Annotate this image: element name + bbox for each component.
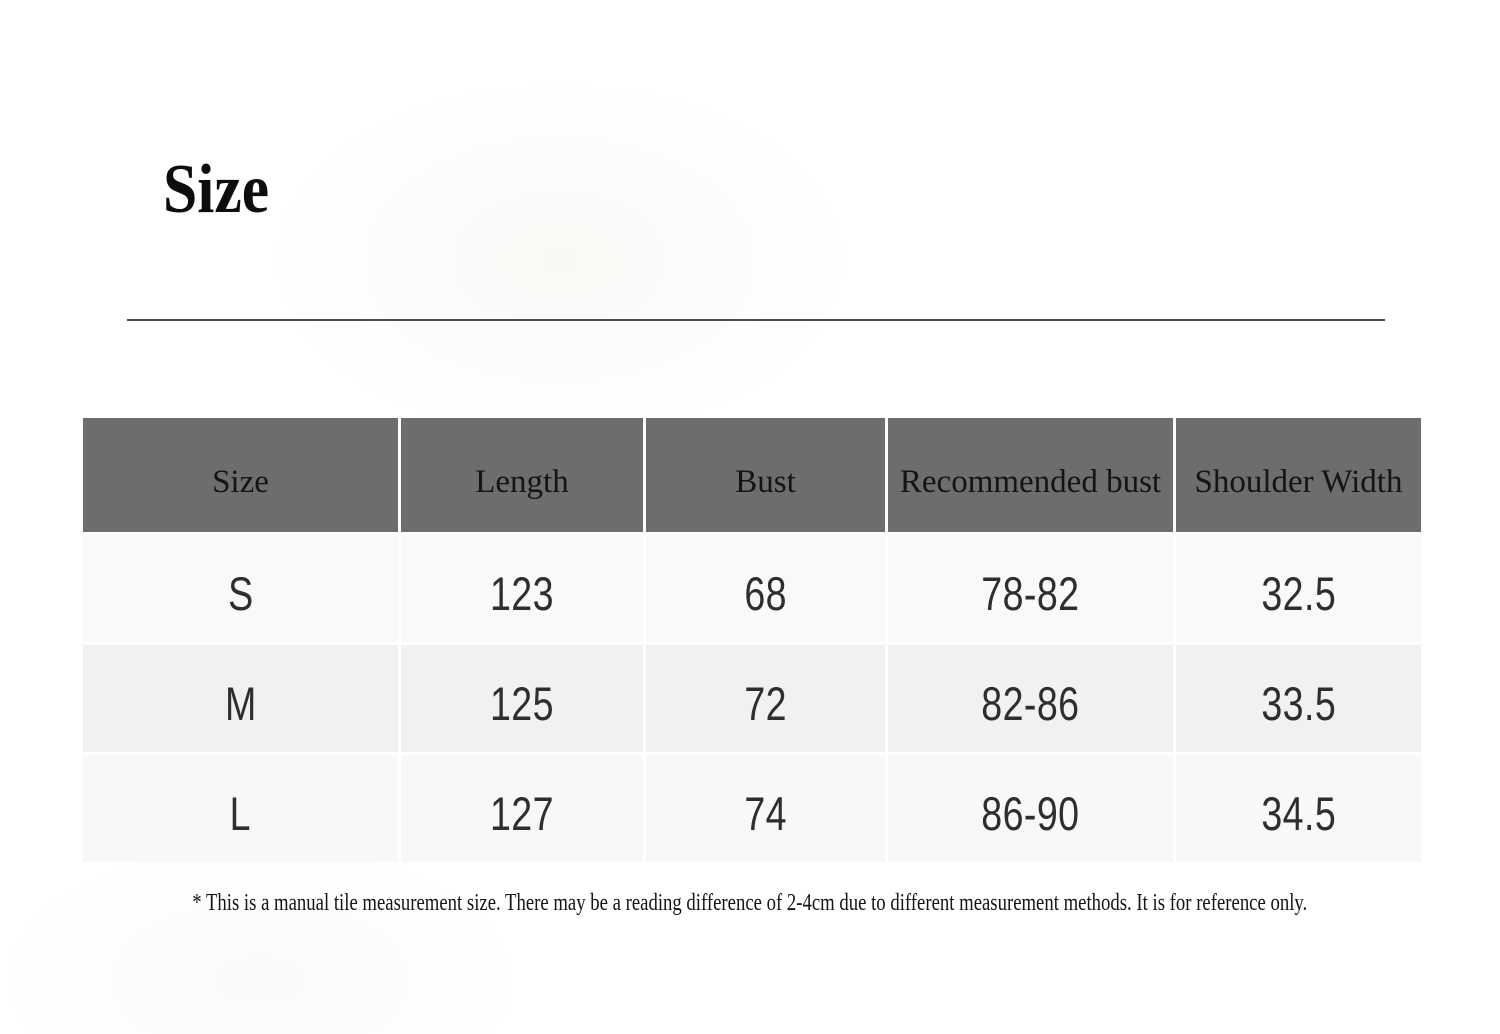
column-header-recommended-bust-label: Recommended bust — [899, 463, 1162, 500]
page-title-text: Size — [163, 151, 270, 228]
cell-shoulder-width: 33.5 — [1176, 645, 1421, 752]
column-header-bust-label: Bust — [735, 463, 796, 500]
cell-recommended-bust-value: 78-82 — [981, 567, 1080, 620]
column-header-length: Length — [401, 418, 643, 532]
cell-recommended-bust-value: 86-90 — [981, 787, 1080, 840]
cell-bust: 72 — [646, 645, 885, 752]
cell-shoulder-width: 32.5 — [1176, 535, 1421, 642]
cell-size-value: S — [227, 567, 254, 620]
cell-length: 127 — [401, 755, 643, 862]
cell-length-value: 127 — [490, 787, 554, 840]
cell-size: S — [83, 535, 398, 642]
cell-bust: 74 — [646, 755, 885, 862]
measurement-footnote: * This is a manual tile measurement size… — [0, 888, 1500, 919]
cell-recommended-bust-value: 82-86 — [981, 677, 1080, 730]
cell-bust-value: 74 — [744, 787, 787, 840]
cell-shoulder-width: 34.5 — [1176, 755, 1421, 862]
cell-length-value: 125 — [490, 677, 554, 730]
section-divider — [127, 319, 1385, 321]
column-header-shoulder-width-label: Shoulder Width — [1194, 463, 1403, 500]
cell-shoulder-width-value: 34.5 — [1261, 787, 1336, 840]
page-title: Size — [163, 155, 284, 225]
cell-recommended-bust: 86-90 — [888, 755, 1173, 862]
column-header-recommended-bust: Recommended bust — [888, 418, 1173, 532]
table-header-row: Size Length Bust Recommended bust Should… — [83, 418, 1421, 532]
column-header-bust: Bust — [646, 418, 885, 532]
cell-recommended-bust: 78-82 — [888, 535, 1173, 642]
cell-bust-value: 72 — [744, 677, 787, 730]
table-row-size-l: L 127 74 86-90 34.5 — [83, 755, 1421, 862]
cell-length-value: 123 — [490, 567, 554, 620]
table-row-size-m: M 125 72 82-86 33.5 — [83, 645, 1421, 752]
column-header-size-label: Size — [212, 463, 269, 500]
measurement-footnote-text: * This is a manual tile measurement size… — [192, 890, 1308, 916]
cell-shoulder-width-value: 32.5 — [1261, 567, 1336, 620]
column-header-length-label: Length — [475, 463, 569, 500]
cell-size: L — [83, 755, 398, 862]
column-header-size: Size — [83, 418, 398, 532]
size-table: Size Length Bust Recommended bust Should… — [80, 415, 1424, 865]
cell-recommended-bust: 82-86 — [888, 645, 1173, 752]
cell-length: 123 — [401, 535, 643, 642]
cell-bust-value: 68 — [744, 567, 787, 620]
cell-size-value: L — [229, 787, 252, 840]
cell-length: 125 — [401, 645, 643, 752]
column-header-shoulder-width: Shoulder Width — [1176, 418, 1421, 532]
table-row-size-s: S 123 68 78-82 32.5 — [83, 535, 1421, 642]
cell-size: M — [83, 645, 398, 752]
cell-bust: 68 — [646, 535, 885, 642]
cell-size-value: M — [224, 677, 257, 730]
cell-shoulder-width-value: 33.5 — [1261, 677, 1336, 730]
